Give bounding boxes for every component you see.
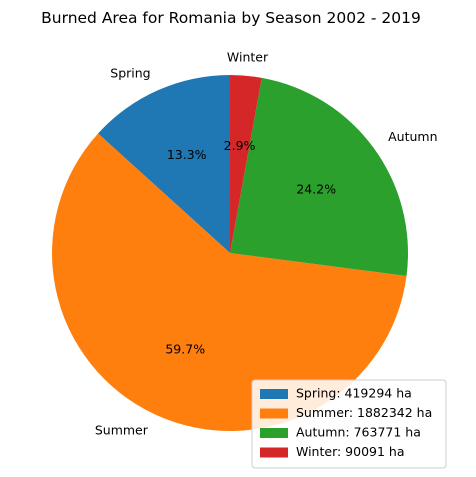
slice-label-autumn: Autumn: [388, 129, 437, 144]
percent-label-spring: 13.3%: [167, 147, 207, 162]
slice-label-winter: Winter: [227, 49, 269, 64]
legend-entry-autumn: Autumn: 763771 ha: [296, 425, 421, 440]
legend-swatch-autumn: [260, 428, 288, 438]
pie-slice-autumn: [230, 77, 408, 276]
pie-slices: [52, 75, 408, 432]
legend-entry-winter: Winter: 90091 ha: [296, 444, 405, 459]
legend-entry-spring: Spring: 419294 ha: [296, 386, 412, 401]
legend-swatch-winter: [260, 447, 288, 458]
legend-frame: [251, 379, 447, 469]
chart-legend: Spring: 419294 ha Summer: 1882342 ha Autum…: [251, 379, 447, 469]
percent-label-autumn: 24.2%: [296, 181, 336, 196]
percent-label-summer: 59.7%: [165, 341, 205, 356]
slice-label-summer: Summer: [95, 422, 149, 437]
legend-swatch-summer: [260, 408, 288, 419]
pie-labels: 13.3% Spring 59.7% Summer 24.2% Autumn 2.9% Win…: [95, 49, 438, 437]
percent-label-winter: 2.9%: [224, 138, 256, 153]
legend-entry-summer: Summer: 1882342 ha: [296, 405, 432, 420]
pie-slice-winter: [230, 75, 262, 253]
slice-label-spring: Spring: [110, 66, 150, 81]
pie-slice-spring: [98, 75, 230, 253]
chart-title: Burned Area for Romania by Season 2002 -…: [41, 9, 421, 27]
pie-slice-summer: [52, 133, 407, 432]
legend-swatch-spring: [260, 389, 288, 399]
